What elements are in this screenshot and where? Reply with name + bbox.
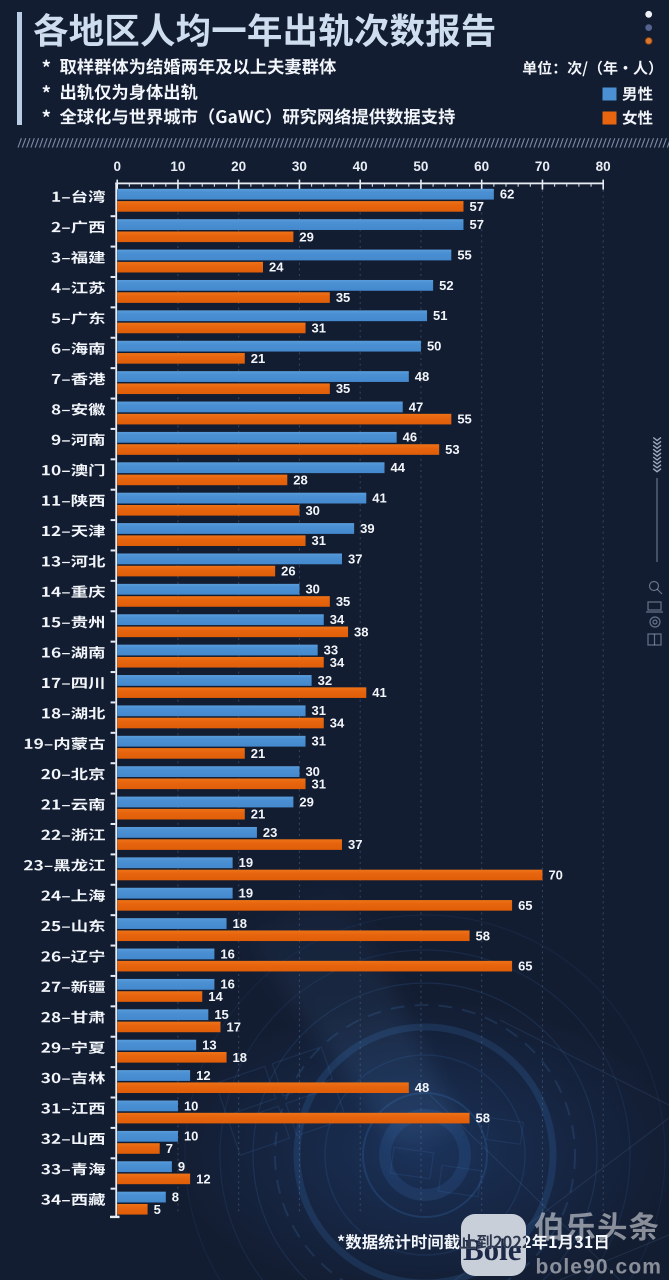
- svg-text:16: 16: [220, 977, 234, 992]
- svg-text:33: 33: [324, 642, 338, 657]
- svg-text:41: 41: [372, 685, 386, 700]
- svg-text:53: 53: [445, 442, 459, 457]
- svg-text:34: 34: [330, 612, 345, 627]
- svg-text:21: 21: [251, 746, 265, 761]
- svg-text:65: 65: [518, 959, 532, 974]
- svg-text:31: 31: [312, 734, 326, 749]
- svg-text:51: 51: [433, 308, 447, 323]
- svg-text:24: 24: [269, 260, 284, 275]
- svg-text:29: 29: [299, 229, 313, 244]
- svg-text:14: 14: [208, 989, 223, 1004]
- svg-text:31: 31: [312, 320, 326, 335]
- svg-text:8: 8: [172, 1189, 179, 1204]
- svg-text:21: 21: [251, 807, 265, 822]
- svg-text:13: 13: [202, 1038, 216, 1053]
- svg-text:58: 58: [476, 928, 490, 943]
- svg-text:40: 40: [353, 159, 368, 174]
- svg-text:20: 20: [231, 159, 246, 174]
- svg-text:50: 50: [413, 159, 428, 174]
- svg-text:5: 5: [154, 1202, 161, 1217]
- svg-text:9: 9: [178, 1159, 185, 1174]
- svg-text:34: 34: [330, 716, 345, 731]
- svg-text:44: 44: [391, 460, 406, 475]
- svg-text:35: 35: [336, 290, 350, 305]
- svg-text:10: 10: [184, 1129, 198, 1144]
- svg-text:bole90.com: bole90.com: [536, 1256, 663, 1279]
- svg-text:62: 62: [500, 187, 514, 202]
- svg-text:30: 30: [292, 159, 307, 174]
- svg-text:30: 30: [305, 503, 319, 518]
- svg-text:57: 57: [469, 217, 483, 232]
- svg-text:18: 18: [233, 916, 247, 931]
- svg-text:0: 0: [113, 159, 121, 174]
- svg-text:30: 30: [305, 764, 319, 779]
- svg-text:35: 35: [336, 594, 350, 609]
- svg-text:31: 31: [312, 776, 326, 791]
- svg-text:50: 50: [427, 339, 441, 354]
- svg-text:31: 31: [312, 533, 326, 548]
- svg-text:70: 70: [548, 867, 562, 882]
- svg-text:52: 52: [439, 278, 453, 293]
- svg-text:41: 41: [372, 491, 386, 506]
- svg-text:30: 30: [305, 582, 319, 597]
- svg-text:55: 55: [457, 412, 471, 427]
- svg-text:17: 17: [226, 1019, 240, 1034]
- svg-text:34: 34: [330, 655, 345, 670]
- svg-text:70: 70: [535, 159, 550, 174]
- svg-text:16: 16: [220, 946, 234, 961]
- svg-text:31: 31: [312, 703, 326, 718]
- svg-text:37: 37: [348, 551, 362, 566]
- svg-text:47: 47: [409, 399, 423, 414]
- svg-text:58: 58: [476, 1111, 490, 1126]
- svg-text:15: 15: [214, 1007, 228, 1022]
- svg-text:80: 80: [596, 159, 611, 174]
- svg-text:32: 32: [318, 673, 332, 688]
- svg-text:19: 19: [239, 855, 253, 870]
- svg-text:10: 10: [170, 159, 185, 174]
- svg-text:18: 18: [233, 1050, 247, 1065]
- svg-text:26: 26: [281, 564, 295, 579]
- svg-text:21: 21: [251, 351, 265, 366]
- svg-text:35: 35: [336, 381, 350, 396]
- svg-text:55: 55: [457, 247, 471, 262]
- svg-text:46: 46: [403, 430, 417, 445]
- svg-text:57: 57: [469, 199, 483, 214]
- svg-text:28: 28: [293, 472, 307, 487]
- svg-text:60: 60: [474, 159, 489, 174]
- svg-text:29: 29: [299, 794, 313, 809]
- svg-text:38: 38: [354, 624, 368, 639]
- svg-text:19: 19: [239, 886, 253, 901]
- svg-text:Bole: Bole: [463, 1232, 522, 1267]
- svg-text:10: 10: [184, 1098, 198, 1113]
- svg-text:48: 48: [415, 1080, 429, 1095]
- svg-text:23: 23: [263, 825, 277, 840]
- svg-text:48: 48: [415, 369, 429, 384]
- svg-text:39: 39: [360, 521, 374, 536]
- svg-text:12: 12: [196, 1068, 210, 1083]
- svg-text:12: 12: [196, 1171, 210, 1186]
- svg-text:7: 7: [166, 1141, 173, 1156]
- svg-text:37: 37: [348, 837, 362, 852]
- svg-text:65: 65: [518, 898, 532, 913]
